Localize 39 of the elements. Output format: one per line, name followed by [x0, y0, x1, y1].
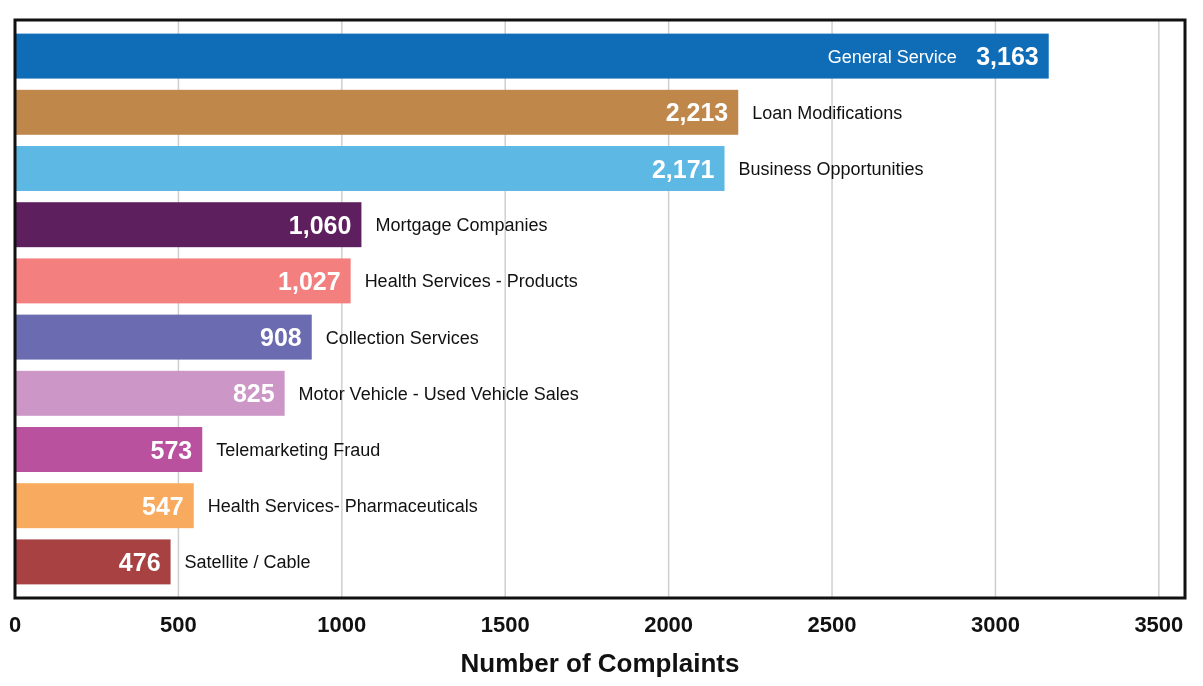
data-label: 2,171 [651, 154, 715, 183]
bar [15, 89, 739, 135]
y-tick-label: Business Opportunities [738, 158, 924, 179]
data-label: 476 [118, 547, 161, 576]
y-tick-label: Satellite / Cable [184, 552, 311, 573]
bar [15, 539, 171, 585]
data-label: 547 [142, 491, 184, 520]
data-label: 2,213 [665, 98, 729, 127]
x-tick-label: 0 [8, 612, 22, 637]
data-label: 573 [150, 435, 193, 464]
bar [15, 370, 285, 416]
bar [15, 146, 725, 191]
bar [15, 314, 312, 360]
bar [15, 427, 203, 472]
data-label: 3,163 [976, 42, 1039, 71]
y-tick-label: Health Services- Pharmaceuticals [207, 496, 478, 517]
y-tick-label: Collection Services [325, 327, 479, 348]
x-tick-label: 1500 [480, 612, 530, 637]
x-tick-label: 3500 [1134, 612, 1184, 637]
x-tick-label: 3000 [970, 612, 1020, 637]
y-tick-label: Motor Vehicle - Used Vehicle Sales [298, 383, 579, 404]
bar [15, 33, 1049, 79]
data-label: 825 [232, 379, 275, 408]
y-tick-label: Telemarketing Fraud [216, 439, 381, 460]
x-tick-label: 2500 [807, 612, 857, 637]
x-tick-label: 500 [160, 612, 197, 637]
x-tick-label: 2000 [644, 612, 694, 637]
data-label: 908 [260, 323, 302, 352]
x-tick-label: 1000 [317, 612, 367, 637]
data-label: 1,027 [278, 266, 341, 295]
x-axis-title: Number of Complaints [460, 648, 740, 678]
bar [15, 258, 351, 304]
y-tick-label: Mortgage Companies [375, 215, 548, 236]
y-tick-label: Loan Modifications [752, 102, 903, 123]
bar [15, 483, 194, 529]
y-tick-label: Health Services - Products [364, 271, 578, 292]
data-label: 1,060 [288, 210, 352, 239]
bar [15, 202, 362, 248]
y-tick-label: General Service [827, 46, 957, 67]
